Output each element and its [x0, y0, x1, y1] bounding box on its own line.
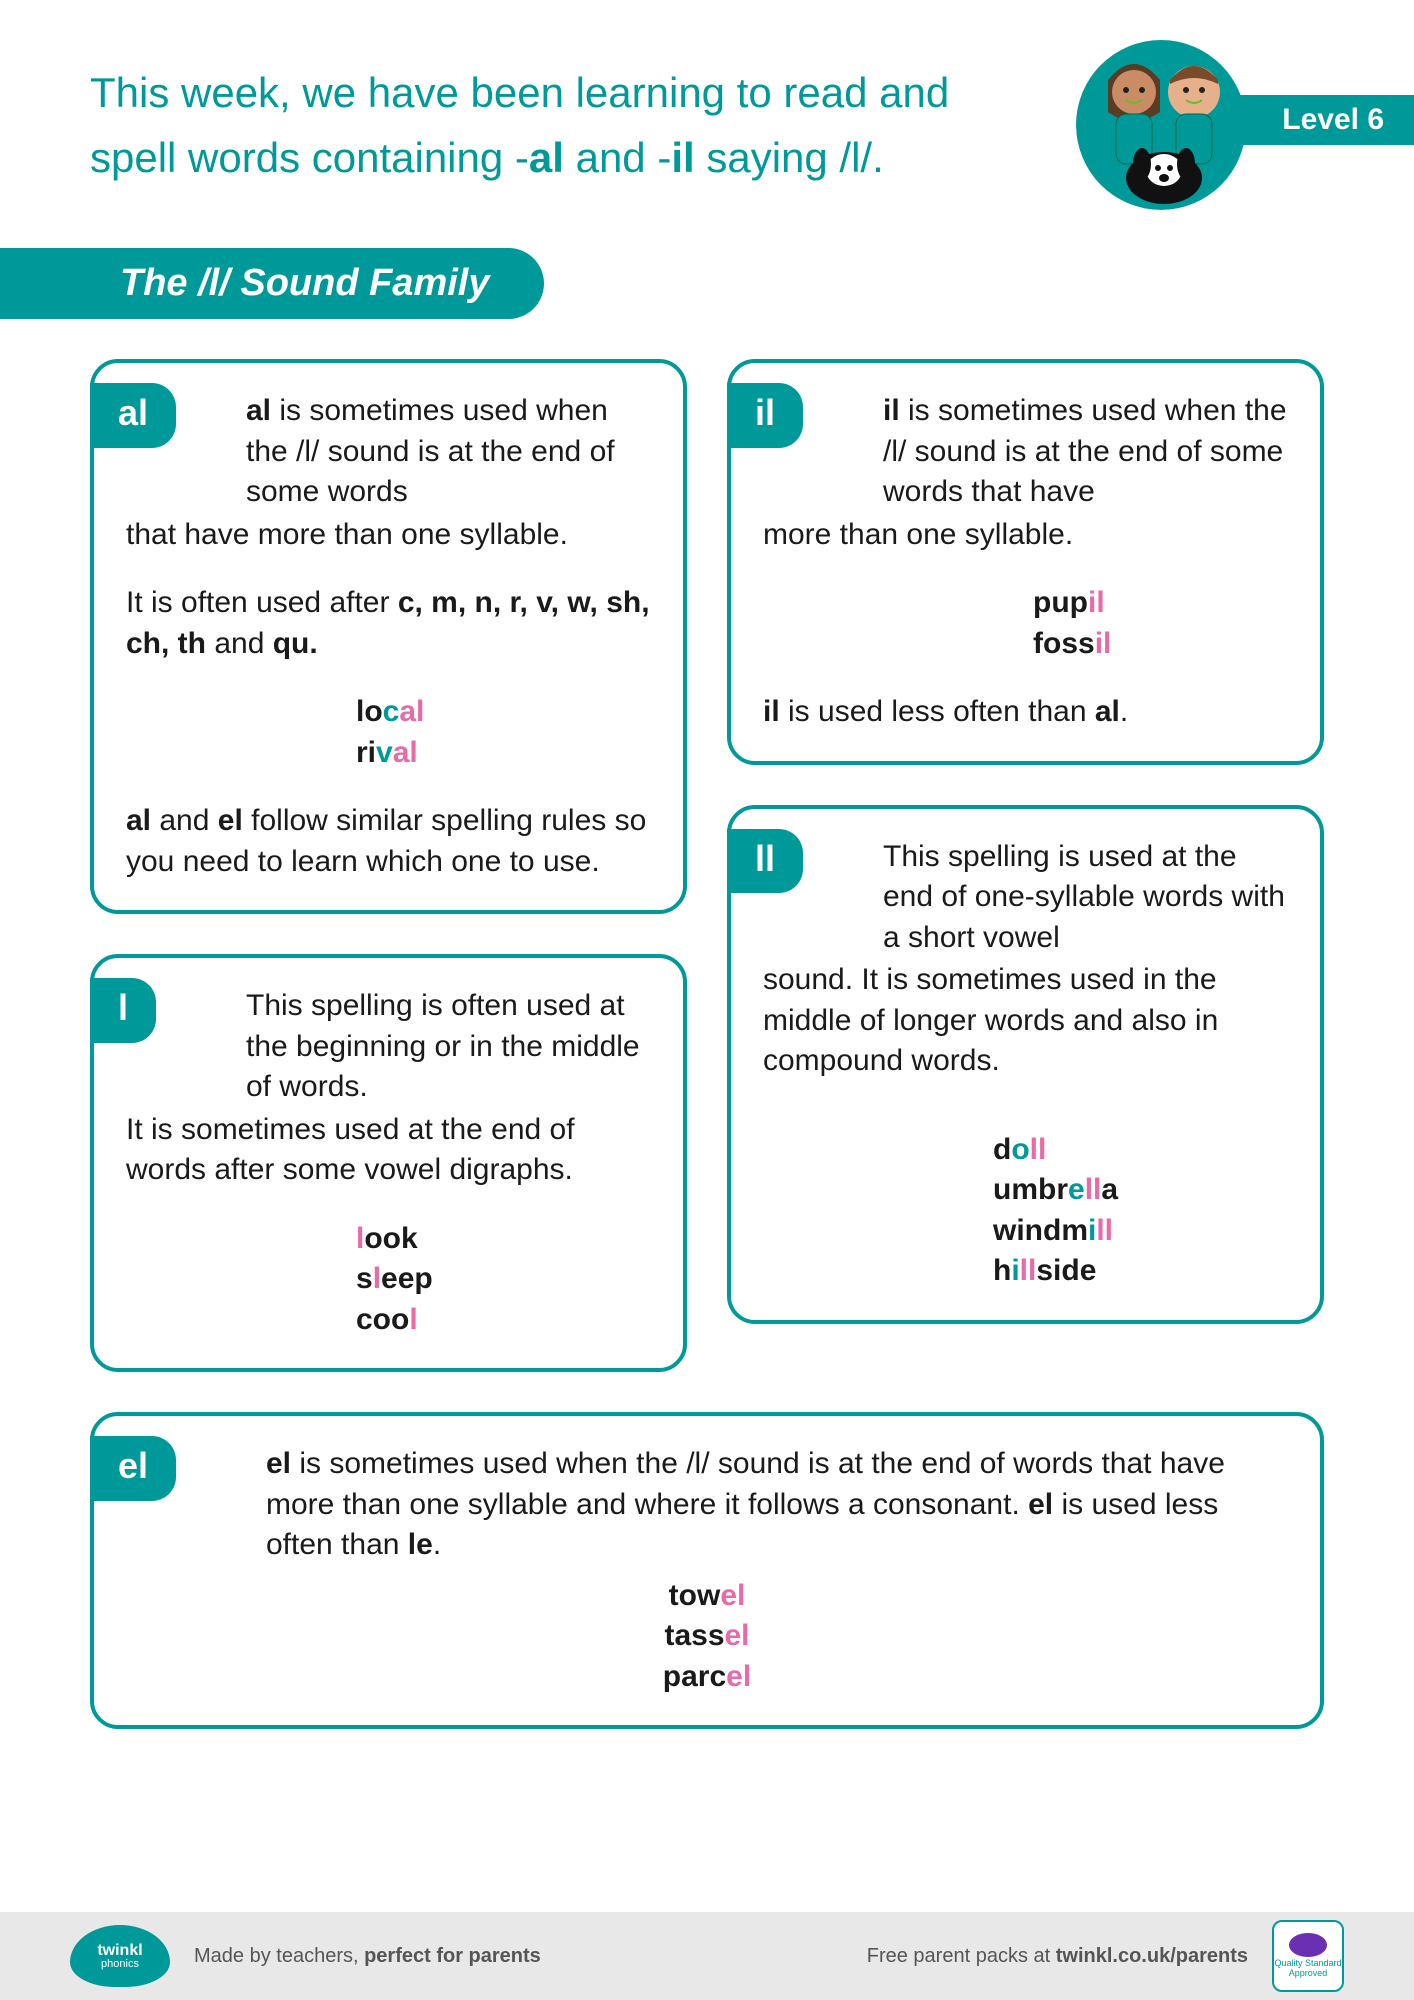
- quality-stamp: Quality Standard Approved: [1272, 1920, 1344, 1992]
- card-lead: This spelling is used at the end of one-…: [883, 837, 1288, 959]
- logo-bottom: phonics: [101, 1959, 139, 1970]
- intro-text: This week, we have been learning to read…: [90, 60, 990, 190]
- card-rest: It is sometimes used at the end of words…: [126, 1110, 651, 1191]
- mascot-illustration: [1076, 40, 1246, 210]
- card-examples: dollumbrellawindmillhillside: [763, 1130, 1288, 1292]
- card-lead: al is sometimes used when the /l/ sound …: [246, 391, 651, 513]
- stamp-text: Quality Standard Approved: [1274, 1959, 1342, 1979]
- card-ll: ll This spelling is used at the end of o…: [727, 805, 1324, 1324]
- logo-top: twinkl: [97, 1943, 142, 1959]
- section-title-wrap: The /l/ Sound Family: [0, 248, 1414, 319]
- card-el: el el is sometimes used when the /l/ sou…: [90, 1412, 1324, 1729]
- card-examples: toweltasselparcel: [126, 1576, 1288, 1698]
- card-tag: el: [90, 1436, 176, 1501]
- card-tag: ll: [727, 829, 803, 894]
- card-examples: localrival: [126, 692, 651, 773]
- card-l: l This spelling is often used at the beg…: [90, 954, 687, 1372]
- card-rest: sound. It is sometimes used in the middl…: [763, 960, 1288, 1082]
- card-lead: il is sometimes used when the /l/ sound …: [883, 391, 1288, 513]
- card-al: al al is sometimes used when the /l/ sou…: [90, 359, 687, 914]
- card-para2: It is often used after c, m, n, r, v, w,…: [126, 583, 651, 664]
- card-tag: l: [90, 978, 156, 1043]
- footer-right-text: Free parent packs at twinkl.co.uk/parent…: [867, 1945, 1248, 1968]
- cards-row-1: al al is sometimes used when the /l/ sou…: [90, 359, 1324, 1372]
- twinkl-phonics-logo: twinkl phonics: [70, 1925, 170, 1987]
- section-title: The /l/ Sound Family: [0, 248, 544, 319]
- card-lead: el is sometimes used when the /l/ sound …: [266, 1444, 1288, 1566]
- cards-layout: al al is sometimes used when the /l/ sou…: [0, 359, 1414, 1729]
- card-para3: al and el follow similar spelling rules …: [126, 801, 651, 882]
- card-examples: pupilfossil: [763, 583, 1288, 664]
- twinkl-cloud-icon: [1289, 1933, 1327, 1957]
- card-lead: This spelling is often used at the begin…: [246, 986, 651, 1108]
- card-tag: al: [90, 383, 176, 448]
- header: This week, we have been learning to read…: [0, 0, 1414, 220]
- footer: twinkl phonics Made by teachers, perfect…: [0, 1912, 1414, 2000]
- card-examples: looksleepcool: [126, 1219, 651, 1341]
- card-rest: more than one syllable.: [763, 515, 1288, 556]
- card-para2: il is used less often than al.: [763, 692, 1288, 733]
- card-il: il il is sometimes used when the /l/ sou…: [727, 359, 1324, 765]
- card-rest: that have more than one syllable.: [126, 515, 651, 556]
- footer-left-text: Made by teachers, perfect for parents: [194, 1945, 541, 1968]
- card-tag: il: [727, 383, 803, 448]
